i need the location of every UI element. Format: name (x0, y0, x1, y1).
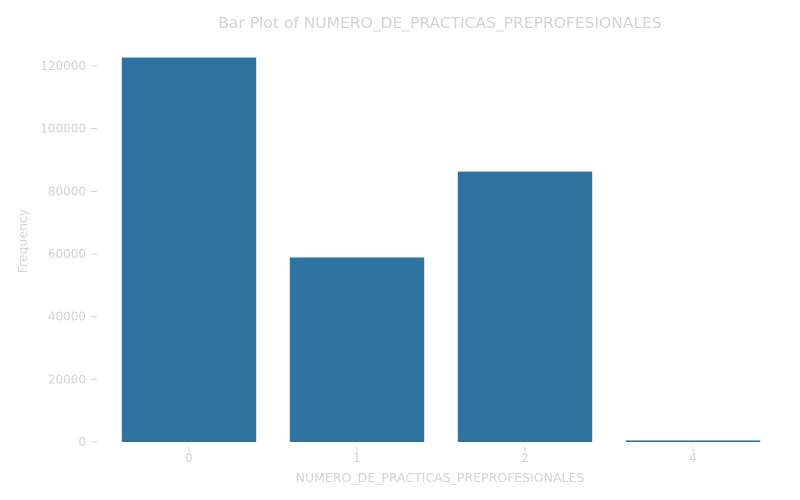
x-axis-label: NUMERO_DE_PRACTICAS_PREPROFESIONALES (296, 470, 585, 485)
x-tick-label: 0 (185, 451, 193, 465)
y-axis-ticks: 0 20000 40000 60000 80000 100000 120000 (40, 59, 97, 449)
bar-2 (457, 171, 593, 443)
chart-title: Bar Plot of NUMERO_DE_PRACTICAS_PREPROFE… (218, 14, 661, 33)
y-axis-label: Frequency (15, 208, 30, 273)
bars-group (121, 57, 761, 443)
y-tick-label: 40000 (48, 310, 86, 324)
x-tick-label: 2 (521, 451, 529, 465)
y-tick-label: 100000 (40, 122, 86, 136)
bar-1 (289, 257, 425, 442)
x-axis-ticks: 0 1 2 4 (185, 447, 697, 465)
y-tick-label: 80000 (48, 184, 86, 198)
y-tick-label: 20000 (48, 372, 86, 386)
y-tick-label: 0 (78, 435, 86, 449)
bar-0 (121, 57, 257, 442)
bar-4 (625, 440, 761, 442)
y-tick-label: 60000 (48, 247, 86, 261)
x-tick-label: 4 (689, 451, 697, 465)
x-tick-label: 1 (353, 451, 361, 465)
y-tick-label: 120000 (40, 59, 86, 73)
